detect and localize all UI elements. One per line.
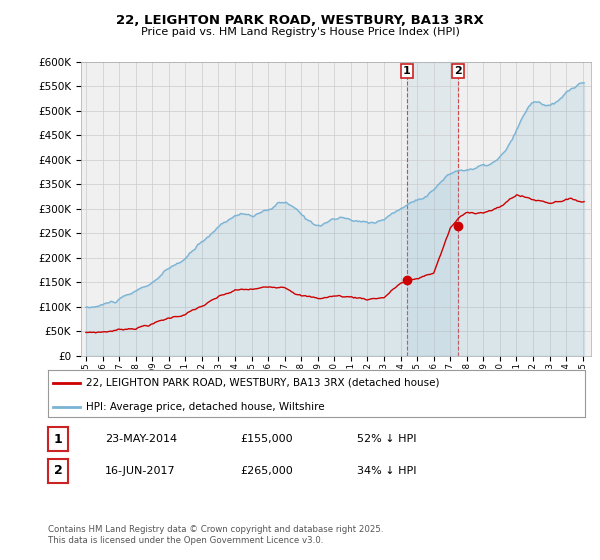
Text: 16-JUN-2017: 16-JUN-2017: [105, 466, 176, 476]
Text: £265,000: £265,000: [240, 466, 293, 476]
Text: 2: 2: [54, 464, 62, 478]
Text: 23-MAY-2014: 23-MAY-2014: [105, 434, 177, 444]
Text: HPI: Average price, detached house, Wiltshire: HPI: Average price, detached house, Wilt…: [86, 402, 324, 412]
Bar: [407, 62, 458, 356]
Text: 52% ↓ HPI: 52% ↓ HPI: [357, 434, 416, 444]
Text: Contains HM Land Registry data © Crown copyright and database right 2025.
This d: Contains HM Land Registry data © Crown c…: [48, 525, 383, 545]
Text: 22, LEIGHTON PARK ROAD, WESTBURY, BA13 3RX (detached house): 22, LEIGHTON PARK ROAD, WESTBURY, BA13 3…: [86, 378, 439, 388]
Text: 22, LEIGHTON PARK ROAD, WESTBURY, BA13 3RX: 22, LEIGHTON PARK ROAD, WESTBURY, BA13 3…: [116, 14, 484, 27]
Text: Price paid vs. HM Land Registry's House Price Index (HPI): Price paid vs. HM Land Registry's House …: [140, 27, 460, 37]
Text: 34% ↓ HPI: 34% ↓ HPI: [357, 466, 416, 476]
Text: 2: 2: [454, 66, 461, 76]
Text: 1: 1: [403, 66, 411, 76]
Text: 1: 1: [54, 432, 62, 446]
Text: £155,000: £155,000: [240, 434, 293, 444]
